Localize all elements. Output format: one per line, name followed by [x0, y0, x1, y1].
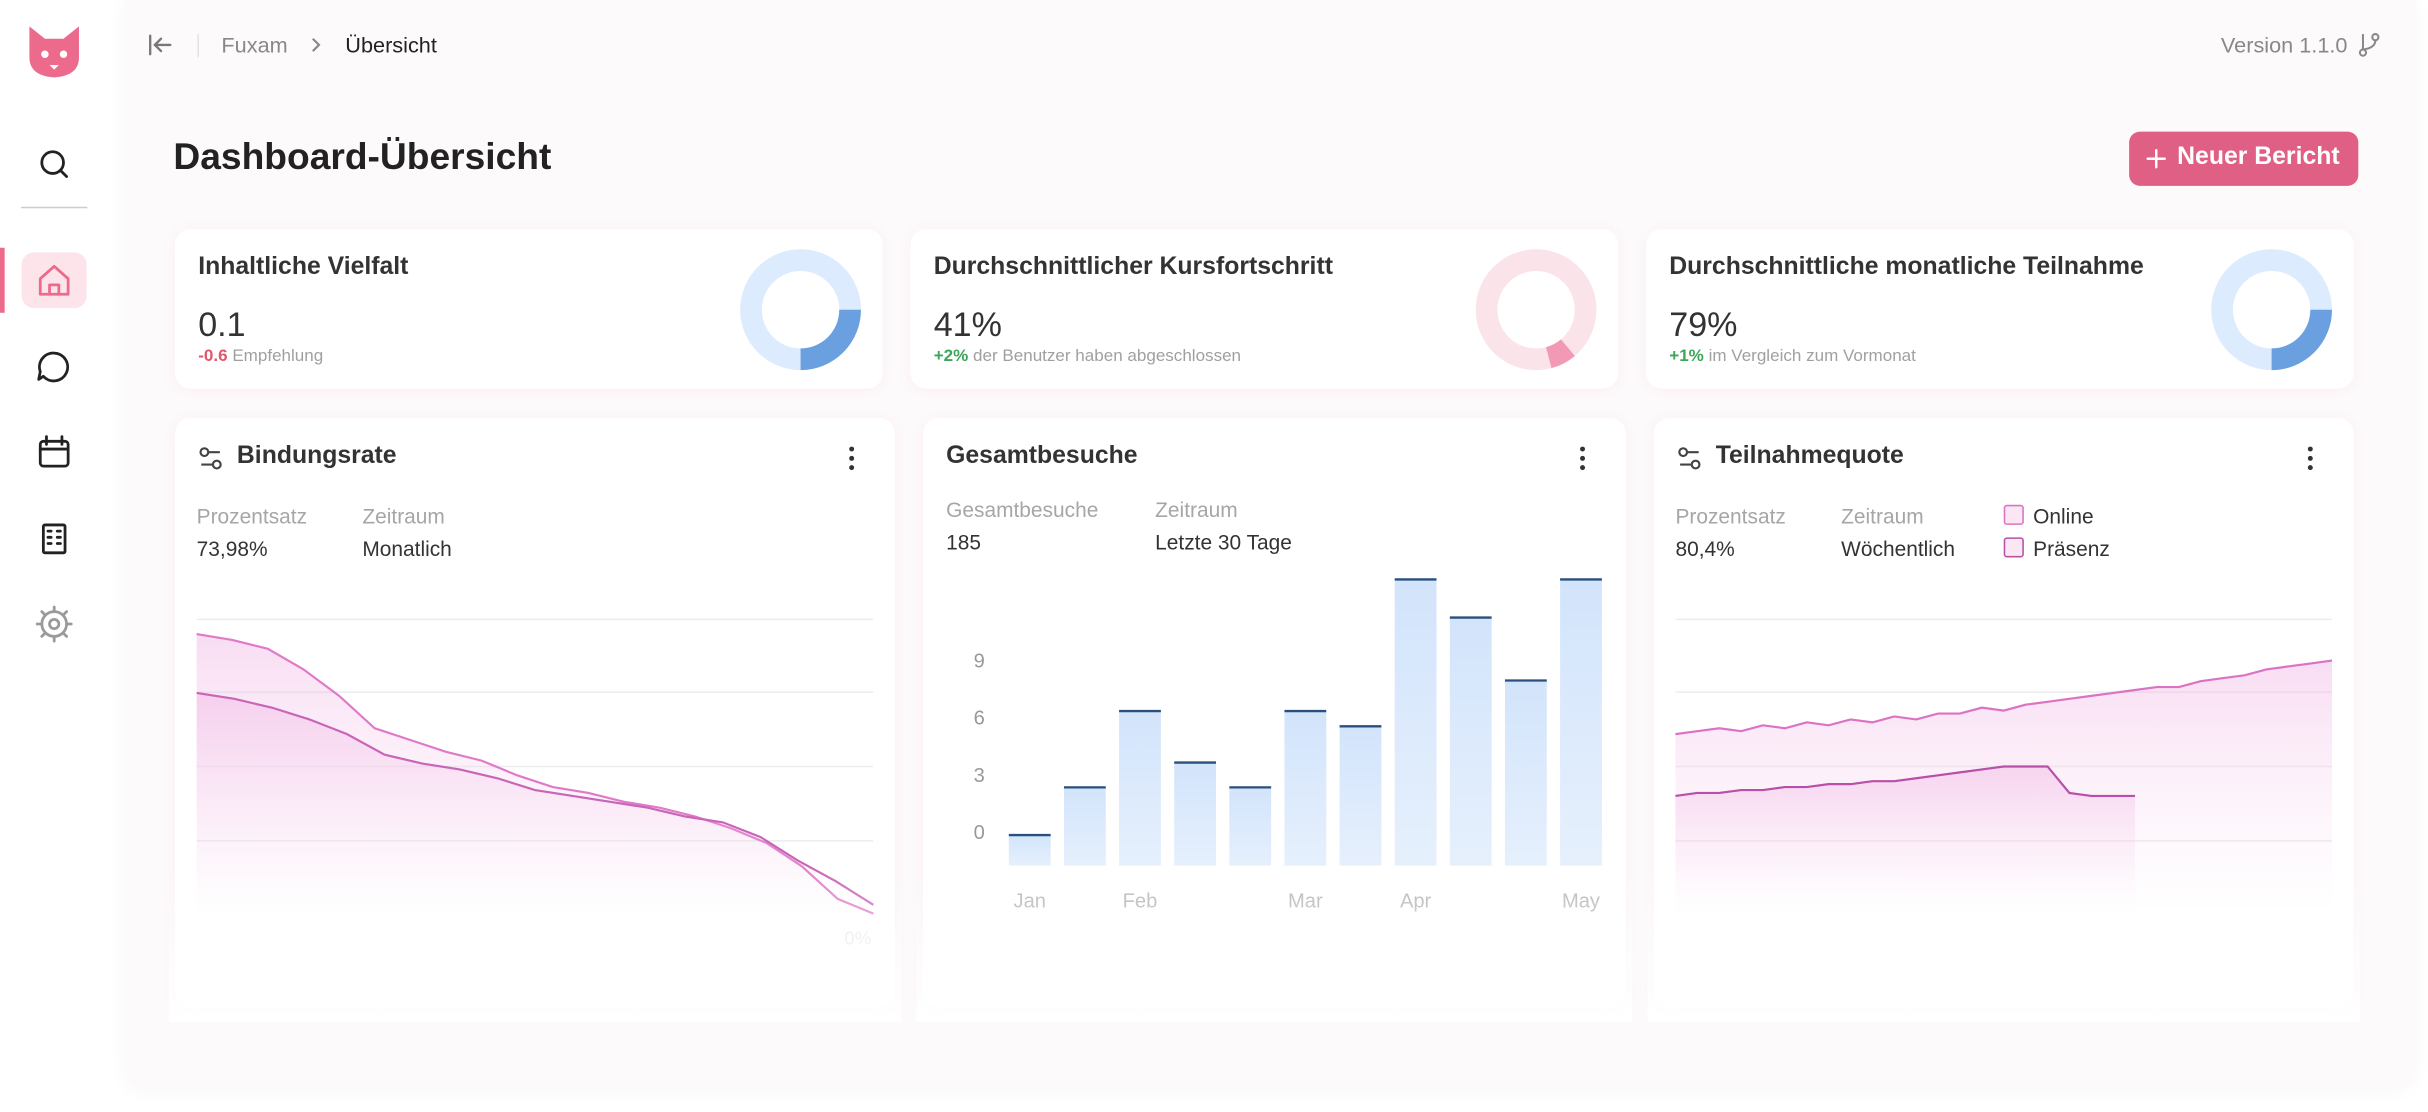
widget-icon: [199, 447, 222, 470]
meta-label: Prozentsatz: [1675, 504, 1786, 529]
version: Version 1.1.0: [2220, 32, 2348, 58]
more-menu[interactable]: [2307, 446, 2313, 471]
kpi-delta: -0.6: [198, 346, 228, 366]
page-title: Dashboard-Übersicht: [173, 136, 552, 179]
kpi-note-row: +1% im Vergleich zum Vormonat: [1669, 347, 1916, 366]
widget-title: Teilnahmequote: [1715, 442, 1904, 470]
building-icon[interactable]: [41, 523, 67, 555]
legend-label: Online: [2033, 504, 2094, 529]
crumb-current: Übersicht: [345, 32, 437, 58]
legend-swatch: [2003, 537, 2024, 558]
sidebar-icons: [0, 26, 88, 643]
more-menu[interactable]: [849, 446, 855, 471]
widget-icon: [1678, 447, 1701, 470]
kpi-value: 0.1: [198, 305, 246, 344]
legend-label: Präsenz: [2033, 537, 2110, 561]
kpi-card: Durchschnittliche monatliche Teilnahme 79…: [1646, 229, 2354, 389]
legend-swatch: [2003, 504, 2024, 525]
button-label: Neuer Bericht: [2177, 144, 2340, 171]
meta-label: Gesamtbesuche: [946, 498, 1099, 522]
kpi-value: 79%: [1669, 305, 1738, 344]
kpi-title: Durchschnittlicher Kursfortschritt: [933, 253, 1333, 281]
topbar-icons: [149, 34, 321, 58]
kpi-delta: +2%: [933, 346, 969, 366]
meta-label: Zeitraum: [1841, 504, 1924, 529]
search-icon[interactable]: [40, 150, 68, 178]
sidebar: [0, 0, 124, 1112]
meta-label: Prozentsatz: [196, 504, 308, 529]
more-menu[interactable]: [1579, 446, 1586, 471]
meta-value: Wöchentlich: [1841, 537, 1956, 561]
kpi-note-row: +2% der Benutzer haben abgeschlossen: [934, 347, 1241, 366]
meta-label: Zeitraum: [1155, 498, 1238, 522]
crumb-parent[interactable]: Fuxam: [221, 32, 288, 58]
crumb-separator: [312, 37, 321, 52]
calendar-icon[interactable]: [38, 435, 70, 468]
widget-title: Gesamtbesuche: [946, 442, 1138, 470]
meta-label: Zeitraum: [362, 504, 445, 529]
widget-card: Bindungsrate Prozentsatz 73,98% Zeitraum Mon…: [174, 418, 896, 1007]
active-highlight: [21, 252, 87, 309]
chat-icon[interactable]: [37, 351, 70, 383]
home-icon[interactable]: [38, 264, 70, 296]
new-report-button[interactable]: Neuer Bericht: [2129, 131, 2359, 186]
meta-value: 80,4%: [1675, 537, 1735, 561]
kpi-note: der Benutzer haben abgeschlossen: [973, 346, 1242, 366]
meta-value: Monatlich: [362, 537, 452, 561]
kpi-delta: +1%: [1669, 346, 1704, 366]
widget-card: Teilnahmequote Prozentsatz 80,4% Zeitraum Wö…: [1653, 418, 2354, 1007]
legend-item: Präsenz: [2003, 537, 2110, 561]
kpi-card: Durchschnittlicher Kursfortschritt 41% +2%…: [910, 229, 1619, 389]
branch-icon: [2358, 33, 2380, 57]
collapse-icon[interactable]: [149, 34, 172, 56]
kpi-title: Durchschnittliche monatliche Teilnahme: [1669, 253, 2144, 281]
kpi-card: Inhaltliche Vielfalt 0.1 -0.6 Empfehlung: [174, 229, 883, 389]
logo: [29, 26, 79, 78]
kpi-note: im Vergleich zum Vormonat: [1708, 346, 1916, 366]
meta-value: 185: [946, 531, 982, 555]
kpi-note: Empfehlung: [232, 346, 324, 366]
widget-title: Bindungsrate: [236, 442, 397, 470]
settings-icon[interactable]: [35, 605, 73, 643]
meta-value: Letzte 30 Tage: [1155, 531, 1292, 555]
plus-icon: [2146, 148, 2166, 169]
meta-value: 73,98%: [196, 537, 268, 561]
kpi-value: 41%: [933, 305, 1002, 344]
kpi-note-row: -0.6 Empfehlung: [198, 347, 323, 366]
active-indicator: [0, 247, 5, 313]
widget-card: Gesamtbesuche Gesamtbesuche 185 Zeitraum Let…: [922, 418, 1626, 1007]
legend-item: Online: [2003, 504, 2094, 529]
kpi-title: Inhaltliche Vielfalt: [198, 253, 409, 281]
